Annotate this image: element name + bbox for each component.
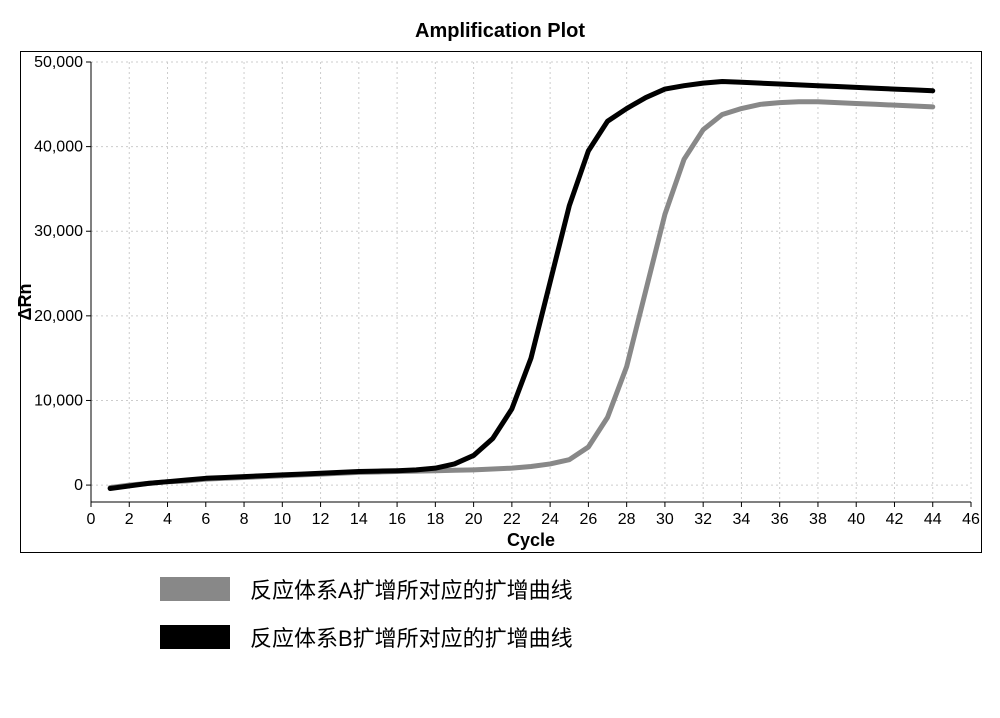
svg-text:32: 32 <box>694 511 712 528</box>
svg-text:12: 12 <box>312 511 330 528</box>
svg-text:10: 10 <box>273 511 291 528</box>
legend-item: 反应体系B扩增所对应的扩增曲线 <box>160 621 980 653</box>
svg-text:34: 34 <box>733 511 751 528</box>
svg-text:18: 18 <box>426 511 444 528</box>
svg-text:38: 38 <box>809 511 827 528</box>
chart-frame: ΔRn 024681012141618202224262830323436384… <box>20 51 982 553</box>
amplification-chart: Amplification Plot ΔRn 02468101214161820… <box>20 20 980 653</box>
svg-text:42: 42 <box>886 511 904 528</box>
svg-text:2: 2 <box>125 511 134 528</box>
svg-text:36: 36 <box>771 511 789 528</box>
legend-swatch <box>160 577 230 601</box>
legend-item: 反应体系A扩增所对应的扩增曲线 <box>160 573 980 605</box>
legend-label: 反应体系A扩增所对应的扩增曲线 <box>250 573 573 605</box>
chart-title: Amplification Plot <box>20 20 980 43</box>
svg-text:14: 14 <box>350 511 368 528</box>
svg-text:4: 4 <box>163 511 172 528</box>
svg-text:24: 24 <box>541 511 559 528</box>
legend: 反应体系A扩增所对应的扩增曲线反应体系B扩增所对应的扩增曲线 <box>160 573 980 653</box>
svg-text:44: 44 <box>924 511 942 528</box>
svg-text:Cycle: Cycle <box>507 530 555 550</box>
svg-text:16: 16 <box>388 511 406 528</box>
legend-label: 反应体系B扩增所对应的扩增曲线 <box>250 621 573 653</box>
svg-text:20,000: 20,000 <box>34 308 83 325</box>
legend-swatch <box>160 625 230 649</box>
plot-area: 0246810121416182022242628303234363840424… <box>21 52 981 552</box>
svg-text:26: 26 <box>579 511 597 528</box>
svg-text:10,000: 10,000 <box>34 392 83 409</box>
svg-text:40: 40 <box>847 511 865 528</box>
svg-text:28: 28 <box>618 511 636 528</box>
svg-text:22: 22 <box>503 511 521 528</box>
svg-text:8: 8 <box>240 511 249 528</box>
svg-text:30,000: 30,000 <box>34 223 83 240</box>
svg-text:50,000: 50,000 <box>34 54 83 71</box>
svg-text:0: 0 <box>87 511 96 528</box>
svg-text:6: 6 <box>201 511 210 528</box>
svg-text:46: 46 <box>962 511 980 528</box>
y-axis-label: ΔRn <box>15 284 36 321</box>
svg-text:40,000: 40,000 <box>34 139 83 156</box>
svg-text:30: 30 <box>656 511 674 528</box>
svg-text:20: 20 <box>465 511 483 528</box>
svg-text:0: 0 <box>74 477 83 494</box>
